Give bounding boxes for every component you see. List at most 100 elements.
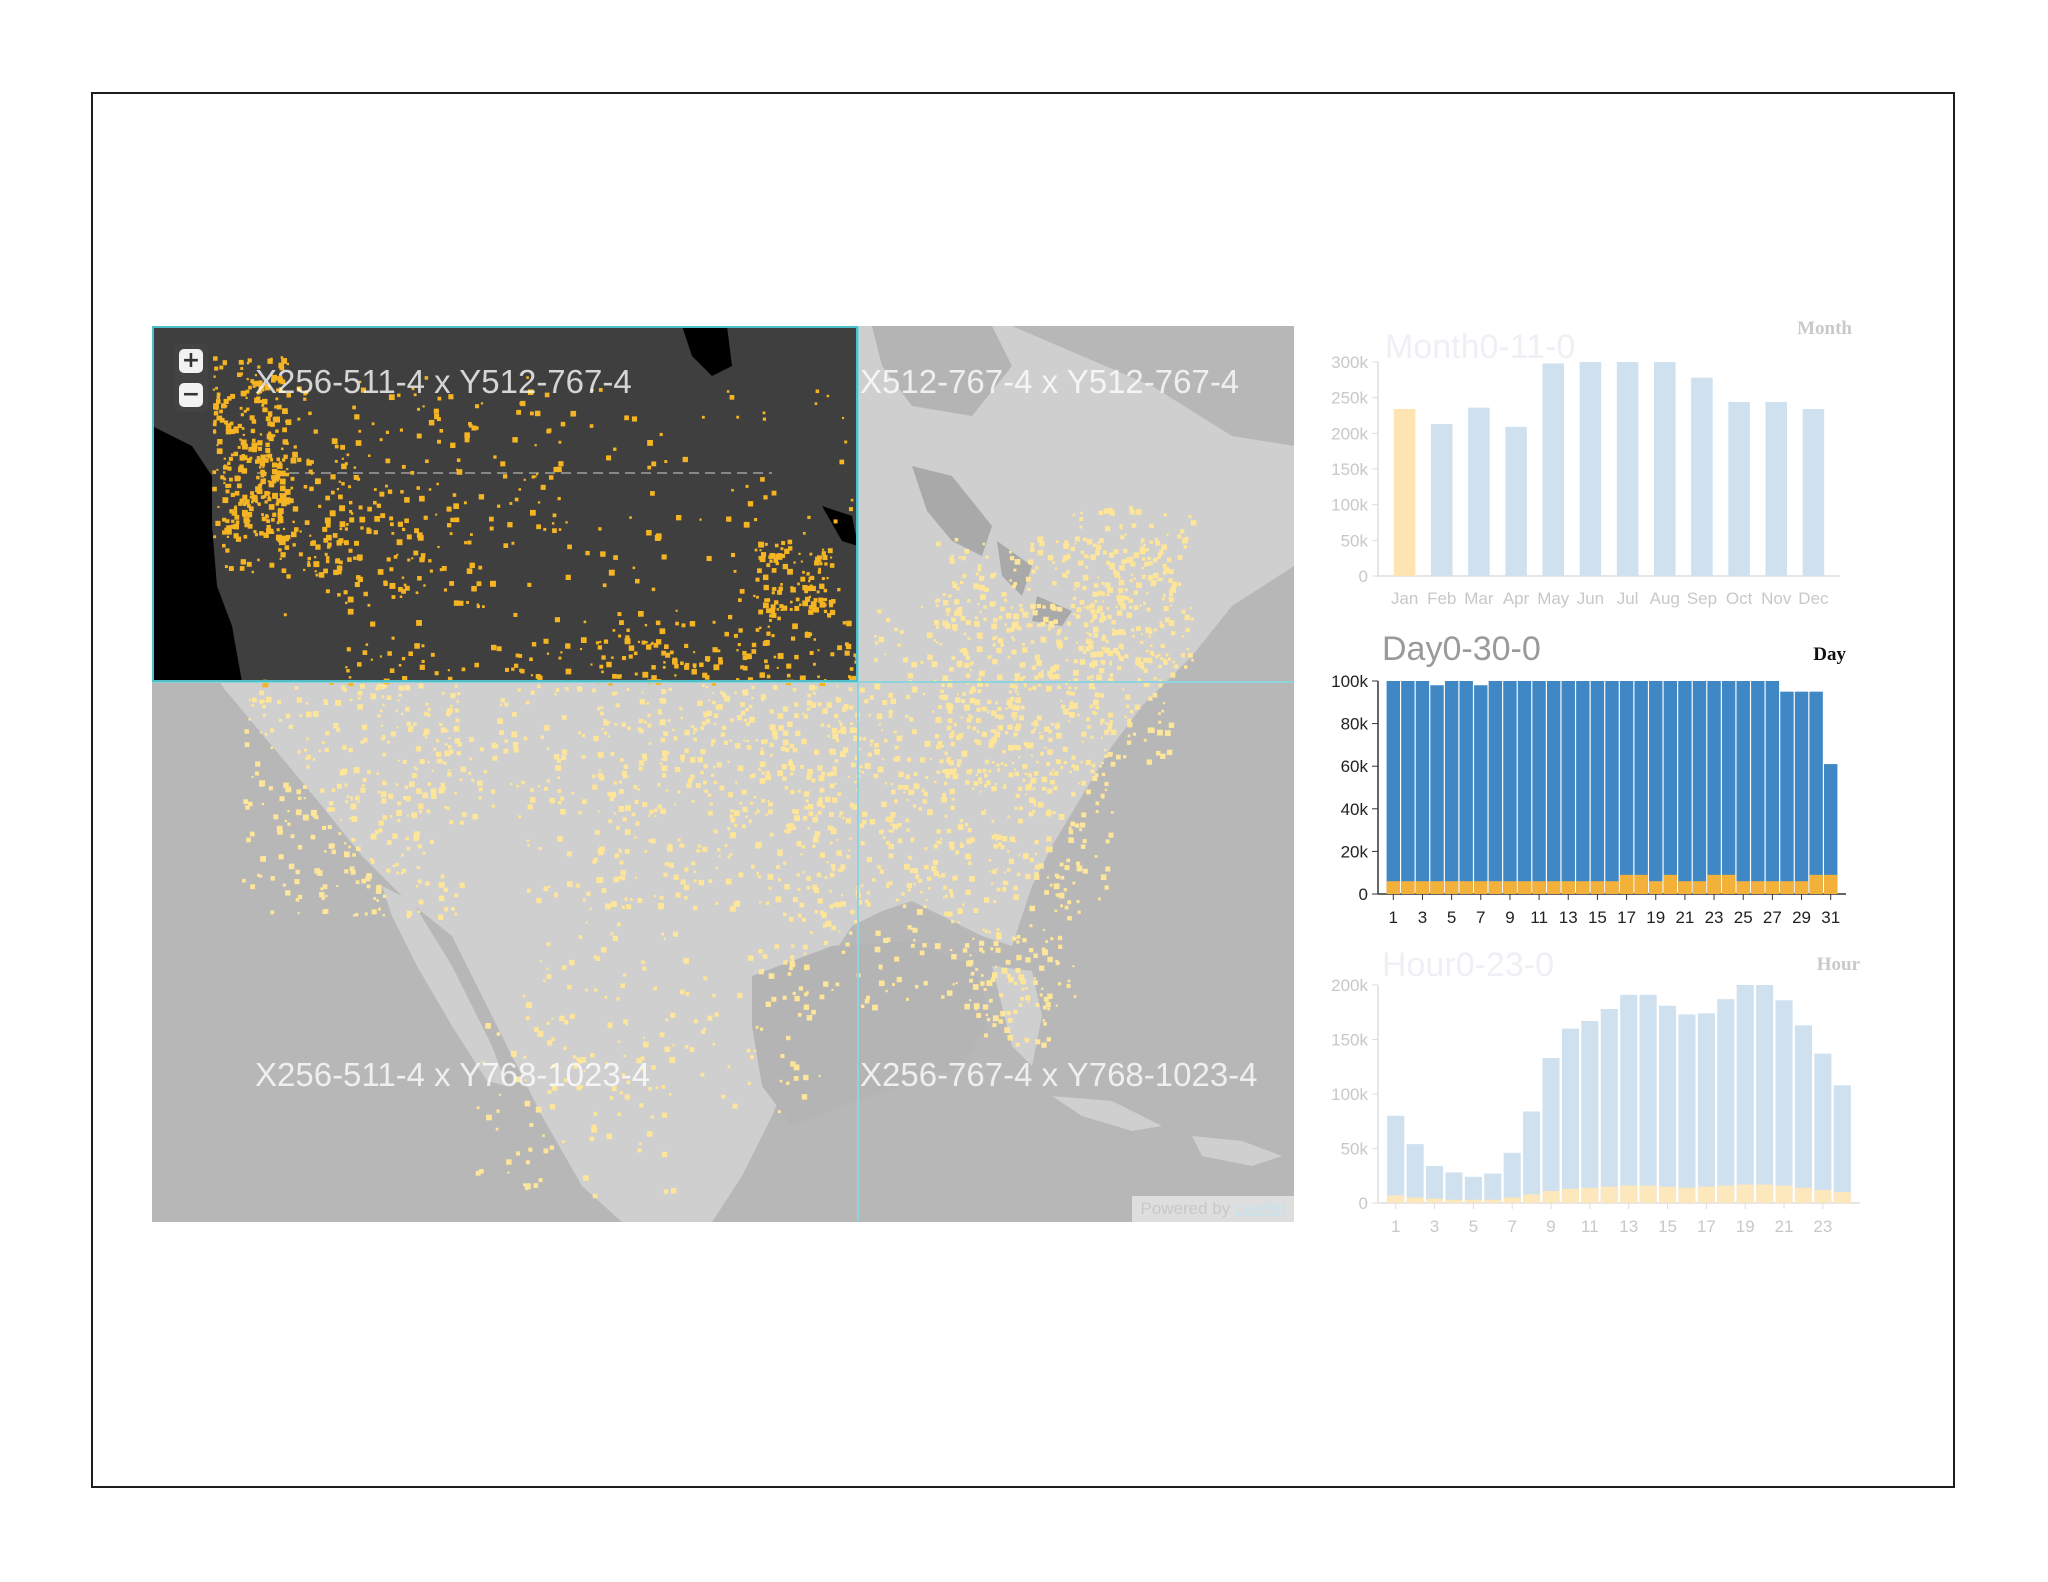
bar[interactable] xyxy=(1765,401,1788,576)
map-point xyxy=(592,784,598,790)
map-point xyxy=(925,775,929,780)
bar[interactable] xyxy=(1523,1111,1541,1203)
bar[interactable] xyxy=(1751,681,1765,894)
bar[interactable] xyxy=(1561,1028,1580,1203)
map-view[interactable]: X256-511-4 x Y512-767-4 X512-767-4 x Y51… xyxy=(152,326,1294,1222)
bar[interactable] xyxy=(1619,681,1634,894)
zoom-out-button[interactable]: − xyxy=(174,378,208,412)
bar[interactable] xyxy=(1814,1053,1832,1203)
map-point xyxy=(414,528,420,534)
bar[interactable] xyxy=(1393,409,1416,576)
map-point xyxy=(641,1067,645,1071)
map-point xyxy=(1107,587,1113,593)
bar[interactable] xyxy=(1459,681,1473,894)
bar[interactable] xyxy=(1600,1008,1618,1203)
bar[interactable] xyxy=(1663,681,1678,894)
bar[interactable] xyxy=(1794,1025,1813,1203)
bar[interactable] xyxy=(1775,1000,1793,1203)
bar[interactable] xyxy=(1488,681,1503,894)
map-point xyxy=(267,421,273,427)
bar[interactable] xyxy=(1833,1085,1851,1203)
bar[interactable] xyxy=(1581,1020,1599,1203)
bar[interactable] xyxy=(1532,681,1546,894)
bar[interactable] xyxy=(1794,691,1809,894)
bar[interactable] xyxy=(1546,681,1561,894)
bar[interactable] xyxy=(1802,409,1825,576)
bar[interactable] xyxy=(1634,681,1648,894)
bar[interactable] xyxy=(1430,424,1453,576)
bar[interactable] xyxy=(1692,681,1707,894)
bar[interactable] xyxy=(1444,681,1459,894)
bar[interactable] xyxy=(1505,426,1527,576)
bar[interactable] xyxy=(1425,1165,1444,1203)
map-point xyxy=(626,688,630,692)
bar[interactable] xyxy=(1401,681,1415,894)
map-point xyxy=(781,763,787,770)
bar[interactable] xyxy=(1503,1152,1521,1203)
bar[interactable] xyxy=(1542,363,1565,576)
bar[interactable] xyxy=(1736,681,1750,894)
map-point xyxy=(808,609,813,614)
bar[interactable] xyxy=(1415,681,1430,894)
map-point xyxy=(954,697,961,703)
map-canvas[interactable] xyxy=(152,326,1294,1222)
map-point xyxy=(499,704,503,707)
bar[interactable] xyxy=(1697,1013,1715,1203)
bar[interactable] xyxy=(1691,377,1713,576)
bar[interactable] xyxy=(1809,691,1823,894)
bar[interactable] xyxy=(1707,681,1721,894)
bar[interactable] xyxy=(1464,1176,1482,1203)
bar[interactable] xyxy=(1503,681,1517,894)
bar[interactable] xyxy=(1517,681,1532,894)
map-point xyxy=(755,628,760,632)
bar[interactable] xyxy=(1658,1005,1677,1203)
bar[interactable] xyxy=(1474,685,1488,894)
map-point xyxy=(780,608,783,611)
map-point xyxy=(446,806,450,811)
map-point xyxy=(1013,732,1018,737)
chart-month[interactable]: Month0-11-0 Month050k100k150k200k250k300k… xyxy=(1331,318,1852,608)
bar[interactable] xyxy=(1639,994,1657,1203)
bar[interactable] xyxy=(1445,1172,1463,1203)
bar[interactable] xyxy=(1484,1173,1502,1203)
bar[interactable] xyxy=(1430,685,1444,894)
bar[interactable] xyxy=(1756,985,1774,1203)
bar[interactable] xyxy=(1542,1058,1560,1203)
bar[interactable] xyxy=(1765,681,1780,894)
map-point xyxy=(906,828,910,832)
map-point xyxy=(896,976,902,983)
map-point xyxy=(530,788,535,793)
bar[interactable] xyxy=(1728,401,1750,576)
x-tick-label: Sep xyxy=(1687,589,1717,608)
bar[interactable] xyxy=(1590,681,1605,894)
map-point xyxy=(336,783,342,789)
map-point xyxy=(1053,619,1058,624)
bar[interactable] xyxy=(1576,681,1590,894)
map-point xyxy=(377,714,381,718)
map-point xyxy=(358,380,362,384)
zoom-in-button[interactable]: + xyxy=(174,344,208,378)
bar[interactable] xyxy=(1649,681,1663,894)
bar[interactable] xyxy=(1721,681,1736,894)
bar[interactable] xyxy=(1561,681,1575,894)
map-point xyxy=(798,789,801,793)
bar[interactable] xyxy=(1653,362,1676,576)
bar[interactable] xyxy=(1579,362,1602,576)
bar[interactable] xyxy=(1678,681,1692,894)
bar[interactable] xyxy=(1780,691,1794,894)
bar[interactable] xyxy=(1616,362,1639,576)
bar[interactable] xyxy=(1386,681,1400,894)
bar[interactable] xyxy=(1605,681,1619,894)
bar[interactable] xyxy=(1387,1115,1405,1203)
map-point xyxy=(479,747,484,752)
bar[interactable] xyxy=(1406,1144,1424,1203)
bar[interactable] xyxy=(1468,407,1490,576)
bar[interactable] xyxy=(1678,1014,1696,1203)
bar[interactable] xyxy=(1824,764,1838,894)
leaflet-link[interactable]: Leaflet xyxy=(1234,1199,1286,1218)
bar[interactable] xyxy=(1736,985,1754,1203)
bar[interactable] xyxy=(1620,994,1638,1203)
bar[interactable] xyxy=(1717,999,1735,1203)
